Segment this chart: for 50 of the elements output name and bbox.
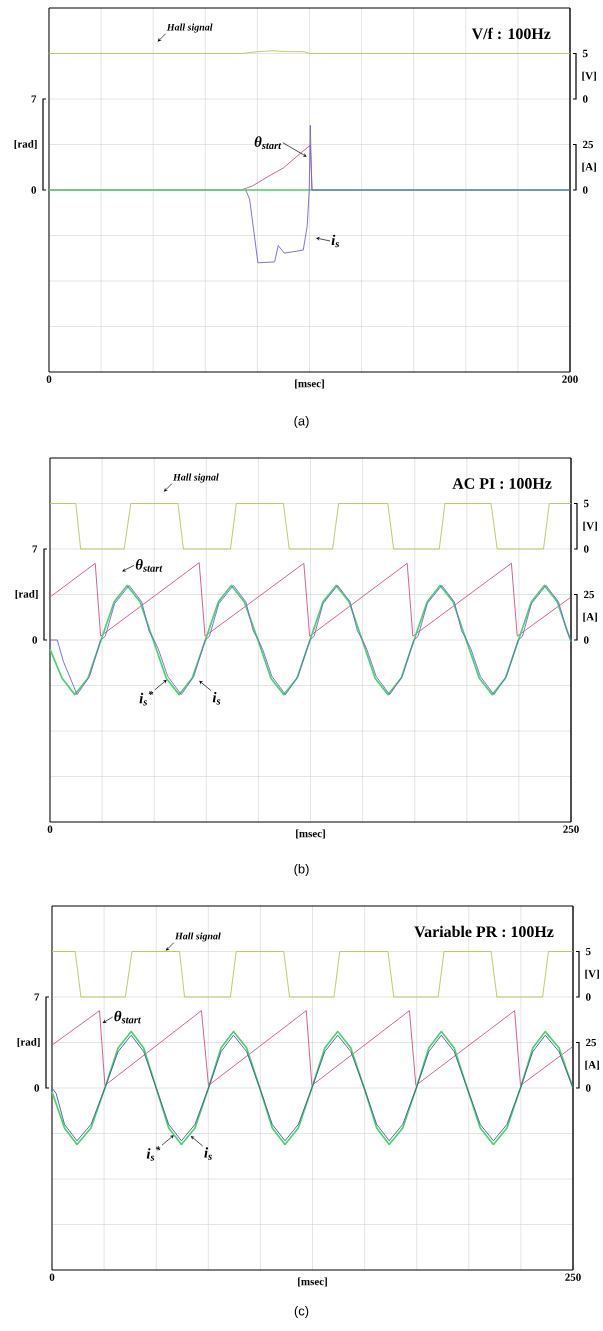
x-tick-label: 200 (562, 375, 578, 383)
y2-tick-label: 25 (585, 1038, 597, 1047)
y3-axis-title: [V] (583, 521, 597, 531)
series-label: θ$_{start}$ (114, 1010, 142, 1024)
y-tick-label: 7 (31, 95, 37, 103)
y3-axis-title: [V] (582, 71, 596, 81)
y2-tick-label: 0 (582, 186, 588, 194)
series-label: i$_{s}$ (212, 691, 221, 705)
y3-tick-label: 0 (583, 545, 589, 553)
y3-tick-label: 5 (583, 499, 589, 508)
y-axis-title: [rad] (15, 589, 38, 600)
y2-tick-label: 0 (585, 1084, 591, 1092)
series-label: i$_{s}$ (331, 234, 340, 248)
text: V/f : 100Hz (471, 27, 551, 40)
y2-tick-label: 0 (583, 636, 589, 644)
text: Hall signal (166, 23, 213, 33)
text: (c) (294, 1305, 309, 1319)
y2-tick-label: 25 (583, 590, 595, 599)
text: (a) (294, 415, 309, 429)
series-label: θ$_{start}$ (135, 559, 163, 572)
y-tick-label: 0 (34, 1084, 40, 1092)
x-tick-label: 250 (565, 1273, 581, 1281)
x-axis-title: [msec] (295, 379, 324, 389)
y-tick-label: 7 (34, 993, 40, 1001)
text: Variable PR : 100Hz (414, 925, 554, 938)
x-axis-title: [msec] (296, 829, 325, 839)
y2-tick-label: 25 (582, 140, 594, 149)
y3-tick-label: 0 (585, 993, 591, 1001)
series-label: θ$_{start}$ (254, 136, 282, 150)
x-axis-title: [msec] (298, 1277, 327, 1287)
y-axis-title: [rad] (17, 1037, 40, 1048)
series-label: i$_{s}$* (146, 1146, 161, 1161)
y3-tick-label: 5 (582, 49, 588, 58)
y2-axis-title: [A] (582, 162, 596, 172)
x-tick-label: 250 (563, 825, 579, 833)
y2-axis-title: [A] (583, 612, 597, 622)
text: (b) (294, 863, 309, 877)
y3-tick-label: 0 (582, 95, 588, 103)
y3-tick-label: 5 (585, 947, 591, 956)
y-tick-label: 7 (32, 545, 38, 553)
y-axis-title: [rad] (14, 139, 37, 150)
series-label: Hall signal (174, 932, 221, 942)
series-label: i$_{s}$* (139, 691, 154, 706)
series-label: i$_{s}$ (204, 1147, 212, 1160)
text: Hall signal (172, 473, 219, 483)
y2-axis-title: [A] (585, 1060, 599, 1070)
y-tick-label: 0 (32, 636, 38, 644)
y-tick-label: 0 (31, 186, 37, 194)
text: AC PI : 100Hz (452, 478, 552, 489)
y3-axis-title: [V] (585, 969, 599, 979)
